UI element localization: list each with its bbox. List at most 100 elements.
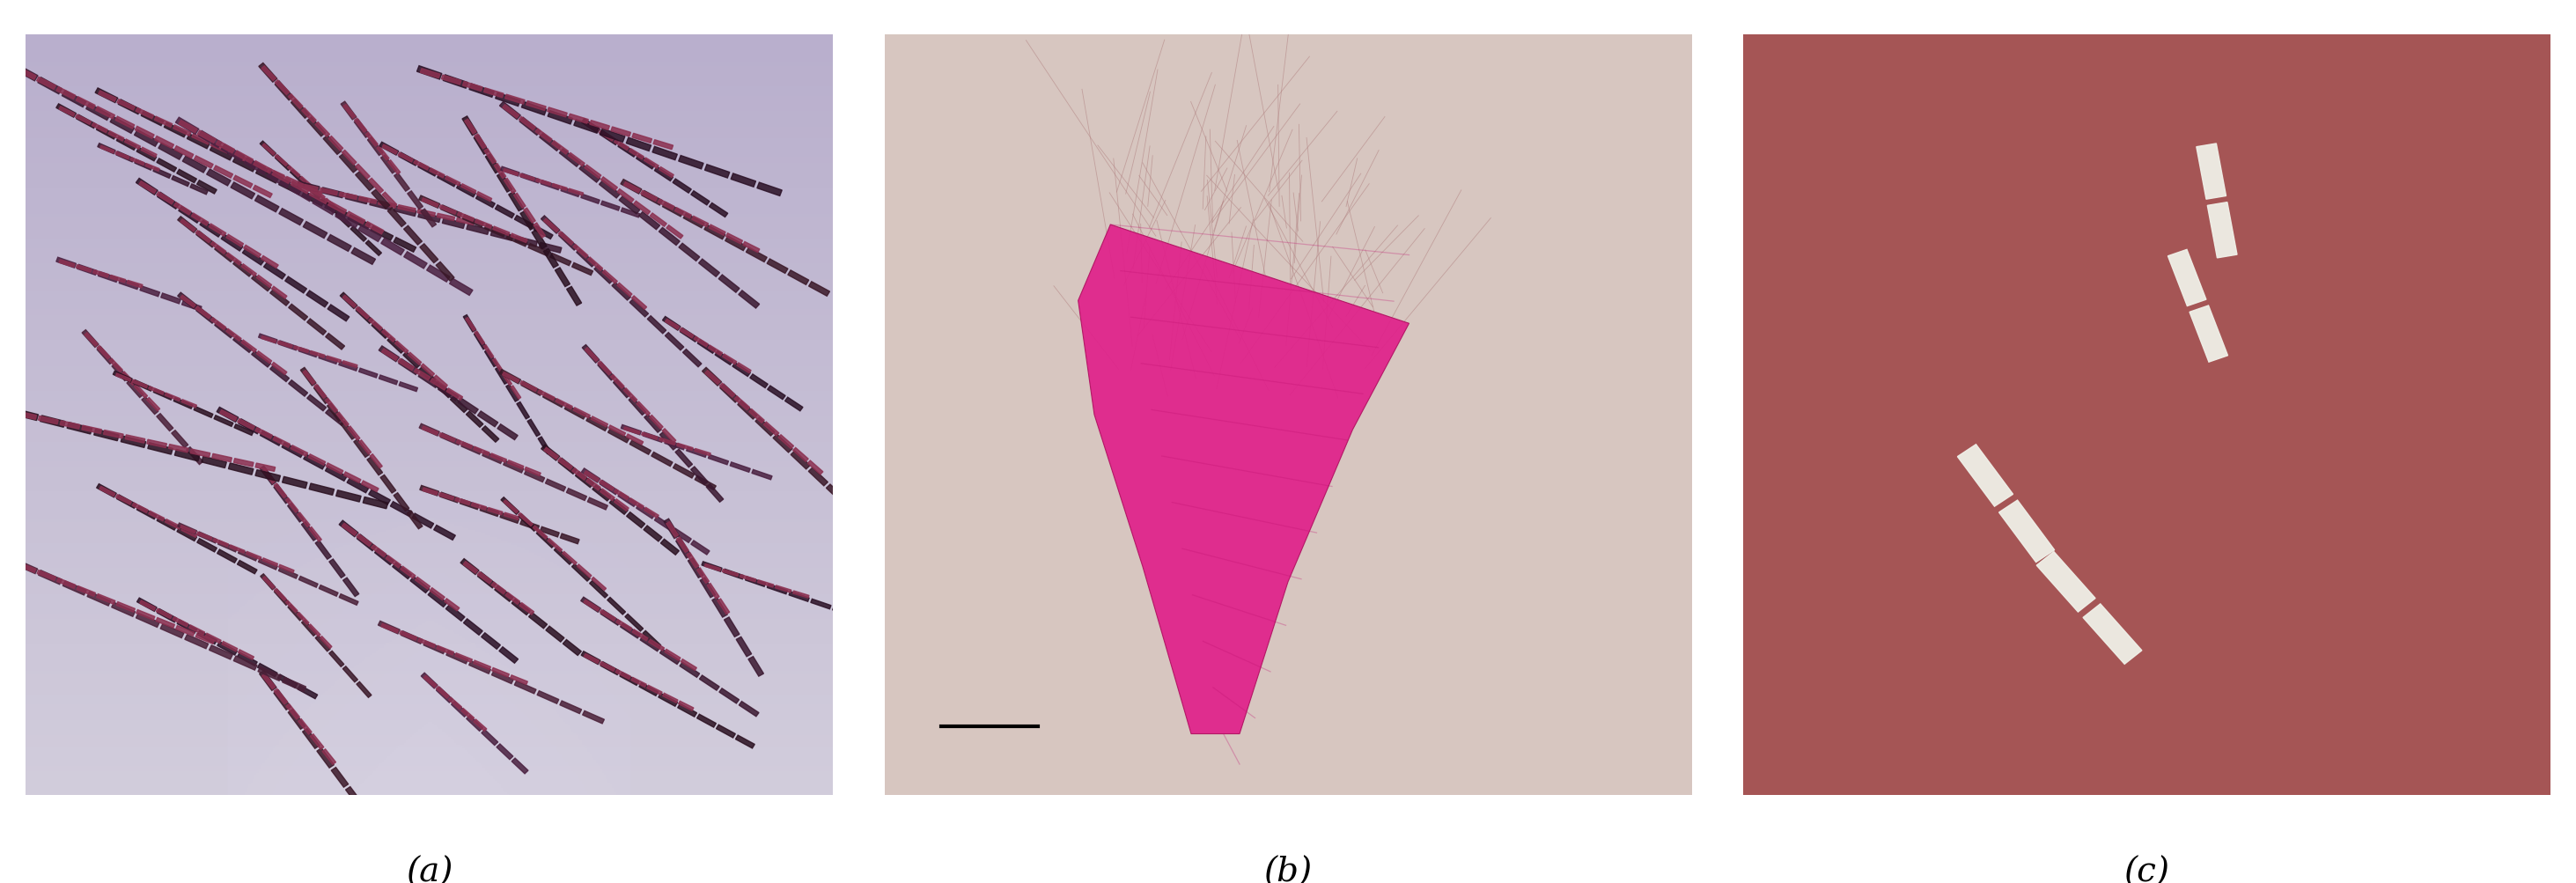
Polygon shape	[428, 266, 451, 283]
Polygon shape	[116, 495, 131, 505]
Polygon shape	[301, 621, 317, 636]
Polygon shape	[399, 153, 417, 166]
Polygon shape	[737, 363, 752, 374]
Polygon shape	[309, 624, 319, 637]
Polygon shape	[273, 171, 291, 184]
Polygon shape	[690, 192, 708, 206]
Polygon shape	[420, 245, 438, 263]
Polygon shape	[381, 192, 397, 208]
Polygon shape	[440, 206, 456, 215]
Polygon shape	[397, 359, 415, 371]
Polygon shape	[59, 107, 75, 117]
Polygon shape	[214, 322, 234, 338]
Polygon shape	[368, 179, 384, 193]
Polygon shape	[518, 117, 536, 131]
Polygon shape	[587, 498, 608, 510]
Polygon shape	[268, 171, 291, 189]
Polygon shape	[389, 161, 399, 175]
Polygon shape	[608, 426, 626, 436]
Polygon shape	[762, 422, 778, 436]
Polygon shape	[98, 346, 111, 359]
Polygon shape	[703, 368, 721, 386]
Polygon shape	[245, 158, 268, 175]
Polygon shape	[523, 208, 536, 223]
Polygon shape	[340, 192, 358, 200]
Polygon shape	[626, 615, 644, 631]
Polygon shape	[178, 293, 196, 309]
Polygon shape	[340, 154, 358, 173]
Polygon shape	[860, 518, 881, 536]
Polygon shape	[446, 651, 469, 664]
Polygon shape	[121, 436, 147, 448]
Polygon shape	[502, 461, 523, 473]
Polygon shape	[649, 639, 665, 651]
Polygon shape	[544, 448, 559, 460]
Polygon shape	[443, 599, 459, 611]
Polygon shape	[600, 129, 626, 143]
Polygon shape	[471, 503, 487, 510]
Polygon shape	[551, 253, 572, 266]
Polygon shape	[495, 94, 520, 107]
Polygon shape	[116, 495, 137, 509]
Polygon shape	[466, 318, 477, 331]
Polygon shape	[59, 421, 80, 429]
Polygon shape	[724, 237, 747, 251]
Polygon shape	[474, 333, 487, 350]
Polygon shape	[484, 149, 497, 164]
Polygon shape	[307, 396, 327, 411]
Polygon shape	[404, 226, 422, 245]
Polygon shape	[500, 497, 520, 515]
Polygon shape	[273, 689, 289, 705]
Polygon shape	[322, 188, 343, 199]
Polygon shape	[116, 137, 137, 151]
Polygon shape	[137, 506, 157, 519]
Polygon shape	[340, 293, 358, 309]
Polygon shape	[677, 704, 698, 717]
Polygon shape	[538, 243, 562, 253]
Polygon shape	[260, 466, 276, 485]
Polygon shape	[137, 148, 157, 162]
Polygon shape	[111, 117, 134, 134]
Polygon shape	[422, 641, 446, 654]
Polygon shape	[394, 493, 410, 511]
Polygon shape	[155, 117, 173, 128]
Polygon shape	[513, 194, 526, 208]
Polygon shape	[430, 169, 446, 178]
Polygon shape	[809, 468, 827, 487]
Polygon shape	[314, 123, 330, 138]
Polygon shape	[260, 67, 276, 81]
Polygon shape	[270, 287, 286, 299]
Polygon shape	[649, 214, 667, 227]
Polygon shape	[551, 141, 569, 155]
Polygon shape	[626, 512, 644, 528]
Polygon shape	[304, 185, 322, 197]
Polygon shape	[185, 448, 204, 464]
Polygon shape	[258, 335, 278, 343]
Polygon shape	[216, 642, 237, 655]
Polygon shape	[410, 577, 430, 593]
Polygon shape	[343, 361, 358, 368]
Polygon shape	[165, 394, 180, 402]
Polygon shape	[304, 223, 327, 238]
Polygon shape	[484, 155, 500, 174]
Polygon shape	[358, 441, 371, 455]
Polygon shape	[379, 143, 399, 155]
Polygon shape	[173, 617, 188, 627]
Polygon shape	[659, 540, 680, 555]
Polygon shape	[178, 170, 196, 184]
Polygon shape	[526, 102, 546, 111]
Polygon shape	[386, 555, 402, 568]
Polygon shape	[629, 299, 649, 317]
Polygon shape	[662, 693, 677, 703]
Polygon shape	[572, 564, 590, 581]
Polygon shape	[361, 806, 376, 826]
Polygon shape	[211, 454, 232, 463]
Polygon shape	[394, 342, 410, 354]
Polygon shape	[178, 207, 201, 223]
Polygon shape	[371, 455, 381, 469]
Polygon shape	[608, 429, 629, 443]
Polygon shape	[420, 365, 435, 377]
Polygon shape	[113, 372, 131, 382]
Polygon shape	[440, 206, 461, 218]
Polygon shape	[618, 197, 639, 215]
